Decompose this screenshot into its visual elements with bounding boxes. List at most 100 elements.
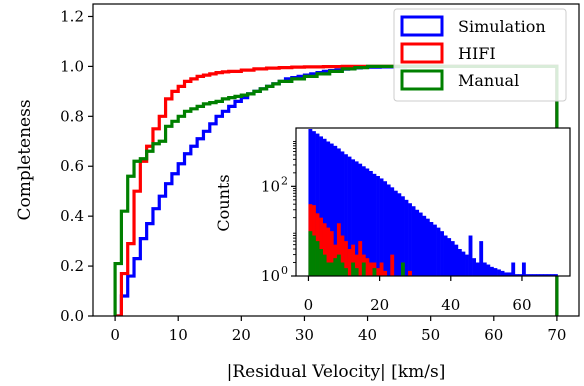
- main-chart: 0 10 20 30 40 50 60 70 0.00.20.40.60.81.01.2 |R…: [15, 3, 580, 382]
- inset-bar-manual: [354, 268, 359, 276]
- inset-bar-simulation: [326, 141, 331, 276]
- inset-bar-manual: [308, 231, 313, 276]
- inset-bar-simulation: [415, 209, 420, 276]
- inset-bar-simulation: [358, 163, 363, 276]
- inset-bar-manual: [340, 262, 345, 276]
- inset-bars-group: [308, 129, 558, 276]
- inset-bar-hifi: [326, 227, 331, 276]
- inset-bar-hifi: [351, 244, 356, 276]
- inset-bar-simulation: [440, 231, 444, 276]
- inset-x-tick-label: 60: [512, 296, 531, 314]
- inset-bar-manual: [372, 268, 377, 276]
- inset-bar-hifi: [383, 270, 388, 276]
- inset-bar-simulation: [312, 131, 316, 276]
- main-x-axis-label: |Residual Velocity| [km/s]: [227, 362, 446, 382]
- inset-bar-simulation: [361, 166, 366, 276]
- inset-bar-manual: [351, 262, 356, 276]
- inset-bar-hifi: [379, 262, 384, 276]
- inset-bar-hifi: [340, 235, 345, 276]
- main-y-tick-label: 1.2: [60, 7, 84, 25]
- inset-y-tick-exponent: 0: [281, 264, 288, 277]
- main-x-tick-label: 30: [295, 326, 314, 344]
- series-line-hifi: [115, 64, 559, 316]
- inset-bar-hifi: [319, 217, 323, 276]
- legend-label-simulation: Simulation: [458, 17, 546, 36]
- main-x-tick-label: 20: [232, 326, 251, 344]
- main-x-tick-label: 0: [110, 326, 120, 344]
- inset-bar-simulation: [450, 241, 455, 276]
- inset-bar-simulation: [329, 143, 334, 276]
- inset-bar-simulation: [447, 238, 452, 276]
- main-y-axis-label: Completeness: [15, 99, 35, 220]
- main-axes-frame: [92, 3, 580, 317]
- main-y-tick-label: 0.6: [60, 157, 84, 175]
- inset-bar-hifi: [365, 258, 370, 276]
- inset-bar-simulation: [344, 154, 348, 276]
- inset-bar-simulation: [461, 251, 466, 276]
- inset-bar-simulation: [553, 274, 558, 276]
- inset-bar-simulation: [489, 266, 494, 276]
- inset-bar-simulation: [500, 270, 505, 276]
- legend-box: [393, 8, 567, 102]
- inset-bar-hifi: [322, 223, 327, 276]
- inset-bar-simulation: [493, 268, 498, 276]
- inset-bar-simulation: [454, 244, 459, 276]
- inset-bar-simulation: [468, 235, 473, 276]
- inset-bar-hifi: [347, 249, 352, 276]
- inset-bar-simulation: [536, 274, 541, 276]
- inset-bar-hifi: [376, 268, 380, 276]
- inset-bar-simulation: [507, 272, 512, 276]
- main-x-tick-label: 70: [547, 326, 566, 344]
- main-y-tick-label: 0.8: [60, 107, 84, 125]
- inset-bar-simulation: [479, 241, 484, 276]
- inset-bar-simulation: [518, 274, 523, 276]
- main-y-tick-label: 0.0: [60, 307, 84, 325]
- inset-bar-simulation: [354, 161, 359, 276]
- main-x-tick-label: 50: [421, 326, 440, 344]
- inset-bar-simulation: [546, 274, 551, 276]
- series-line-manual: [113, 64, 559, 316]
- legend: Simulation HIFI Manual: [393, 8, 567, 102]
- main-series-group: [113, 64, 559, 316]
- inset-bar-simulation: [425, 218, 430, 276]
- inset-y-axis-label: Counts: [214, 174, 233, 231]
- inset-bar-simulation: [529, 274, 533, 276]
- inset-bar-hifi: [390, 254, 395, 276]
- inset-bar-hifi: [358, 241, 363, 276]
- legend-entry-hifi: HIFI: [400, 42, 496, 64]
- inset-axes-frame: [295, 127, 571, 277]
- inset-y-tick-exponent: 2: [281, 174, 288, 187]
- inset-bar-simulation: [486, 264, 491, 276]
- inset-bar-manual: [315, 241, 320, 276]
- inset-y-tick-label: 10: [261, 177, 280, 195]
- legend-label-hifi: HIFI: [458, 44, 496, 63]
- inset-bar-simulation: [465, 254, 469, 276]
- inset-bar-simulation: [365, 168, 370, 276]
- main-x-tick-label: 60: [484, 326, 503, 344]
- inset-bar-hifi: [344, 241, 348, 276]
- inset-bar-manual: [344, 268, 348, 276]
- inset-bar-manual: [361, 262, 366, 276]
- inset-bar-simulation: [351, 159, 356, 276]
- main-y-tick-label: 1.0: [60, 57, 84, 75]
- main-x-ticks: 0 10 20 30 40 50 60 70: [110, 316, 566, 344]
- inset-bar-simulation: [433, 224, 437, 276]
- inset-bar-simulation: [379, 178, 384, 276]
- inset-bar-manual: [322, 254, 327, 276]
- inset-y-tick-label: 10: [261, 267, 280, 285]
- inset-bar-manual: [336, 254, 341, 276]
- inset-bar-simulation: [521, 262, 526, 276]
- inset-x-tick-label: 0: [304, 296, 314, 314]
- inset-bar-simulation: [336, 148, 341, 276]
- inset-bar-manual: [319, 249, 323, 276]
- legend-entry-simulation: Simulation: [400, 15, 546, 37]
- inset-bar-simulation: [475, 262, 480, 276]
- inset-bar-manual: [326, 262, 331, 276]
- inset-bar-simulation: [443, 235, 448, 276]
- inset-bar-simulation: [514, 274, 519, 276]
- inset-bar-simulation: [333, 145, 338, 276]
- main-y-tick-label: 0.4: [60, 207, 84, 225]
- inset-bar-simulation: [319, 136, 323, 276]
